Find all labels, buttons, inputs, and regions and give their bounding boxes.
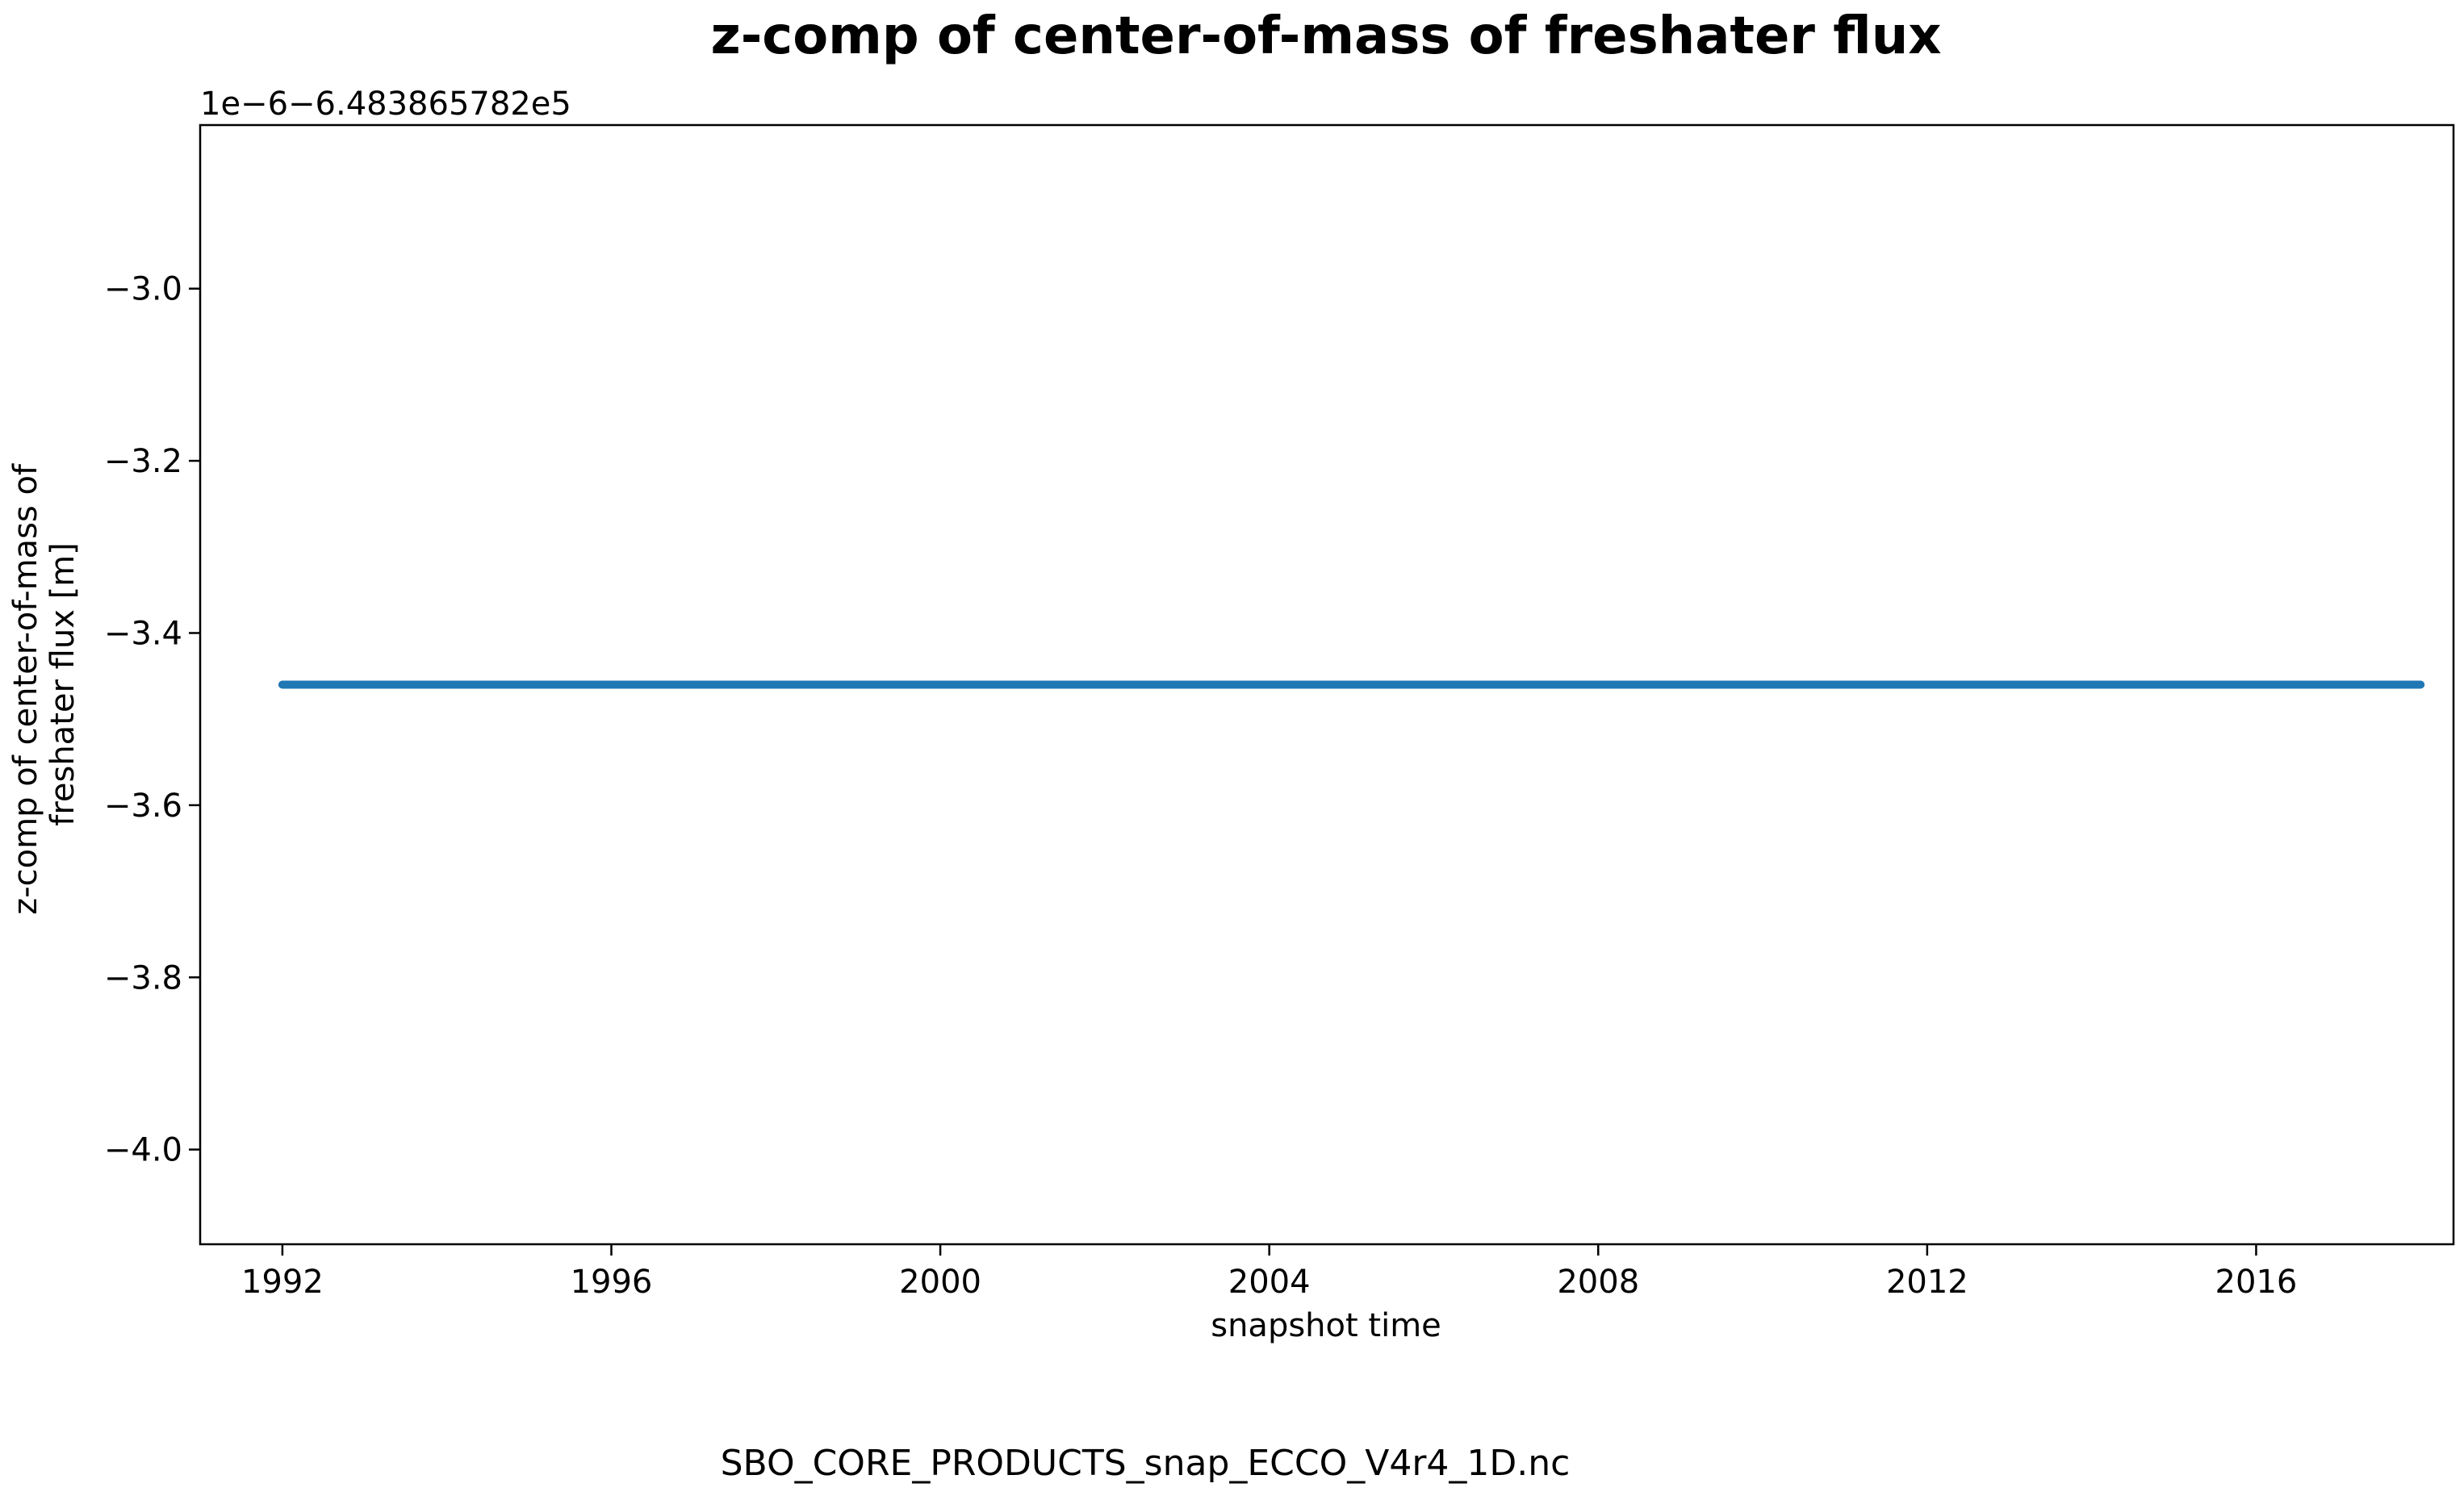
plot-area: 1992 1996 2000 2004 2008 2012 2016 −3.0−3.2−3.…	[104, 123, 2455, 1301]
y-axis-label-line-1: z-comp of center-of-mass of	[7, 463, 44, 915]
x-tick-label: 2012	[1886, 1264, 1968, 1301]
x-tick-label: 2000	[899, 1264, 981, 1301]
y-tick-label: −4.0	[104, 1132, 182, 1169]
y-axis-label: z-comp of center-of-mass of freshater fl…	[7, 453, 82, 915]
axes-frame	[199, 123, 2455, 1246]
x-tick-label: 1996	[571, 1264, 653, 1301]
x-axis-label: snapshot time	[1211, 1307, 1441, 1344]
y-tick-label: −3.4	[104, 615, 182, 652]
x-tick-label: 2004	[1228, 1264, 1311, 1301]
x-tick-label: 2008	[1557, 1264, 1639, 1301]
x-tick-label: 1992	[241, 1264, 324, 1301]
x-tick-label: 2016	[2215, 1264, 2298, 1301]
y-axis-label-line-2: freshater flux [m]	[44, 542, 82, 826]
chart-title: z-comp of center-of-mass of freshater fl…	[710, 6, 1941, 66]
y-axis-offset-text: 1e−6−6.483865782e5	[200, 86, 571, 123]
y-axis: −3.0 −3.2 −3.4 −3.6 −3.8 −4.0	[104, 271, 200, 1169]
y-tick-label: −3.6	[104, 788, 182, 825]
y-tick-label: −3.0	[104, 271, 182, 308]
y-tick-label: −3.8	[104, 959, 182, 997]
file-caption: SBO_CORE_PRODUCTS_snap_ECCO_V4r4_1D.nc	[721, 1443, 1571, 1484]
x-axis: 1992 1996 2000 2004 2008 2012 2016	[241, 1244, 2297, 1301]
y-tick-label: −3.2	[104, 443, 182, 480]
